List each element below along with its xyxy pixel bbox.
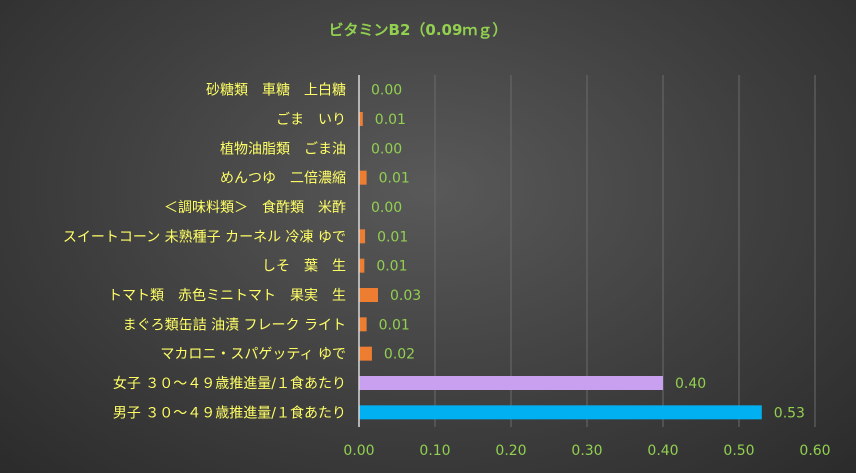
value-label: 0.53 xyxy=(774,405,805,421)
x-tick-label: 0.00 xyxy=(343,443,374,459)
category-label: しそ 葉 生 xyxy=(262,259,346,275)
x-tick-label: 0.40 xyxy=(647,443,678,459)
bar xyxy=(359,112,363,126)
x-tick-label: 0.30 xyxy=(571,443,602,459)
gridlines xyxy=(434,75,816,427)
x-tick-label: 0.60 xyxy=(799,443,830,459)
category-label: 植物油脂類 ごま油 xyxy=(220,141,346,157)
category-label: まぐろ類缶詰 油漬 フレーク ライト xyxy=(123,317,346,333)
chart-title: ビタミンB2（0.09ｍｇ） xyxy=(329,21,508,40)
category-label: トマト類 赤色ミニトマト 果実 生 xyxy=(108,287,346,304)
category-label: 女子 ３０～４９歳推進量/１食あたり xyxy=(113,375,346,392)
value-label: 0.40 xyxy=(675,376,706,392)
bar xyxy=(359,288,378,302)
bars xyxy=(359,112,762,420)
value-label: 0.02 xyxy=(384,347,415,363)
bar xyxy=(359,229,366,244)
category-label: めんつゆ 二倍濃縮 xyxy=(220,171,346,187)
category-label: ごま いり xyxy=(276,112,346,128)
x-tick-label: 0.50 xyxy=(723,443,754,459)
value-label: 0.01 xyxy=(376,259,407,275)
category-label: 砂糖類 車糖 上白糖 xyxy=(206,82,346,99)
bar xyxy=(359,376,663,390)
category-label: 男子 ３０～４９歳推進量/１食あたり xyxy=(113,404,346,421)
value-label: 0.00 xyxy=(371,200,402,216)
x-tick-label: 0.20 xyxy=(495,443,526,459)
x-tick-label: 0.10 xyxy=(419,443,450,459)
category-label: スイートコーン 未熟種子 カーネル 冷凍 ゆで xyxy=(63,229,346,245)
bar xyxy=(359,346,372,361)
category-label: マカロニ・スパゲッティ ゆで xyxy=(160,347,346,363)
value-label: 0.00 xyxy=(371,83,402,99)
bar xyxy=(359,258,365,273)
value-labels: 0.00 0.01 0.00 0.01 0.00 0.01 0.01 0.03 0.01 0.02… xyxy=(371,83,805,422)
value-label: 0.00 xyxy=(371,141,402,157)
x-tick-labels: 0.00 0.10 0.20 0.30 0.40 0.50 0.60 xyxy=(343,443,830,459)
category-label: ＜調味料類＞ 食酢類 米酢 xyxy=(164,199,346,216)
bar xyxy=(359,405,762,420)
value-label: 0.01 xyxy=(379,317,410,333)
value-label: 0.01 xyxy=(375,112,406,128)
value-label: 0.03 xyxy=(390,288,421,304)
value-label: 0.01 xyxy=(377,229,408,245)
value-label: 0.01 xyxy=(379,171,410,187)
bar xyxy=(359,170,367,185)
bar xyxy=(359,317,367,332)
